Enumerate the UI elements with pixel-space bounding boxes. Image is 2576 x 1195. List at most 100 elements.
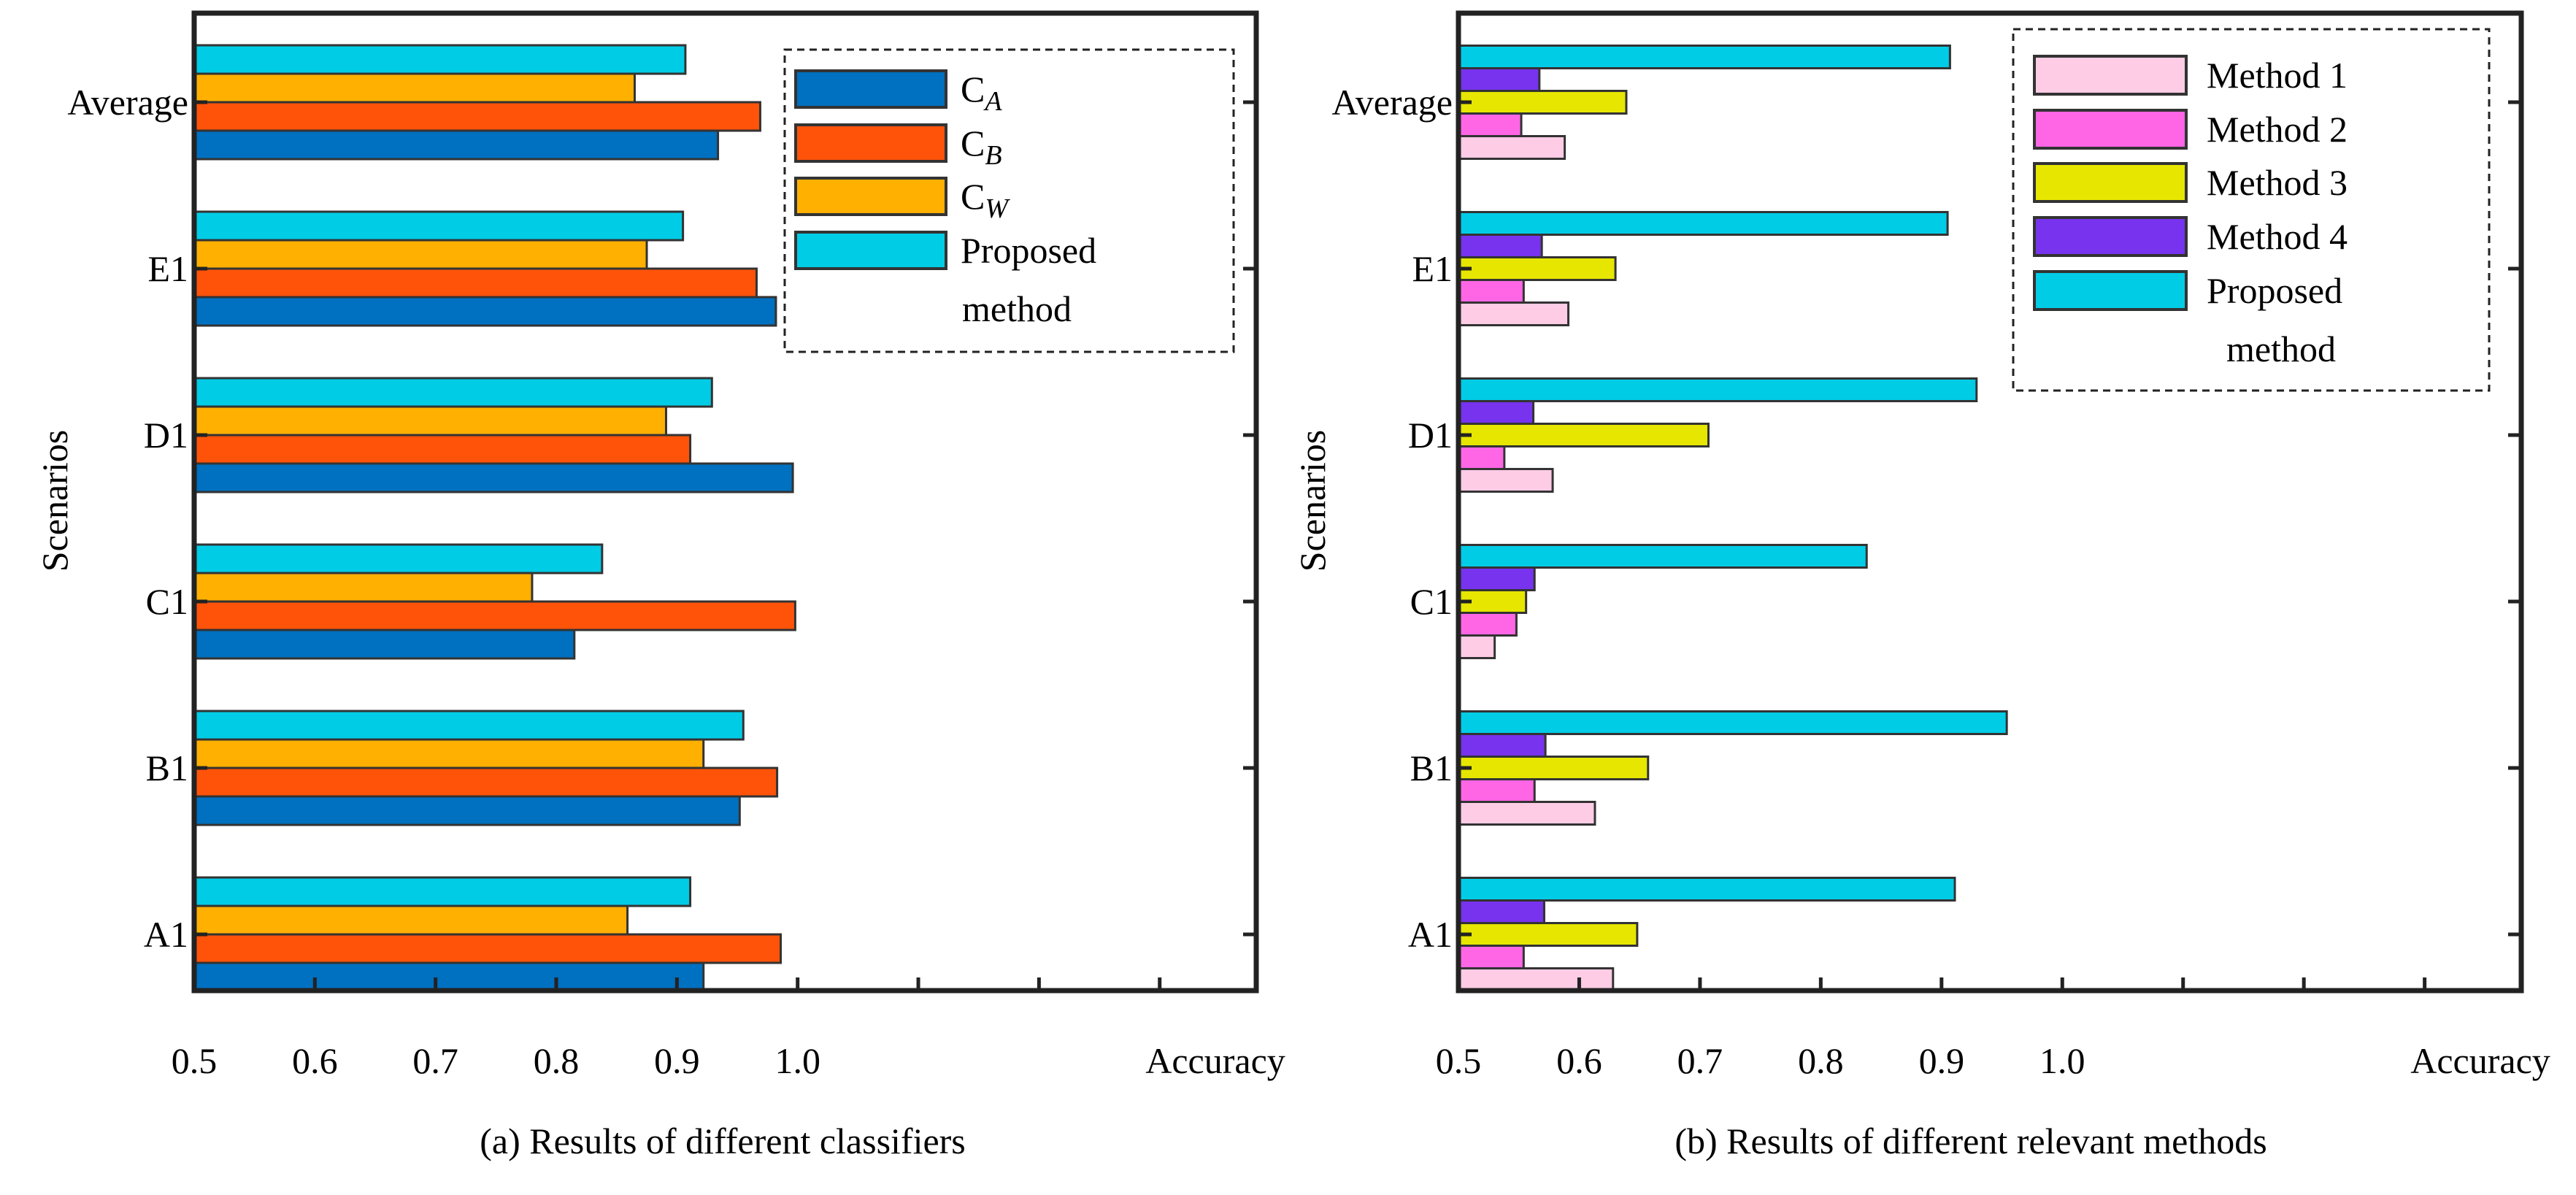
bar-b1-series-0 [193, 795, 741, 826]
x-tick-label: 0.5 [1436, 1040, 1482, 1081]
legend-swatch [2033, 216, 2188, 257]
bar-d1-series-4 [1457, 377, 1978, 402]
x-tick-label: 0.6 [1556, 1040, 1602, 1081]
chart-b: Average E1 D1 C1 B1 A1 0.5 0.6 0.7 0.8 0.9 1.0 Accur… [1292, 10, 2550, 1161]
chart-a: Average E1 D1 C1 B1 A1 0.5 0.6 0.7 0.8 0.9 1.0 Accur… [34, 10, 1285, 1161]
x-axis-label: Accuracy [1145, 1040, 1285, 1081]
legend-label: Method 3 [2207, 162, 2348, 203]
y-tick-label: D1 [1408, 415, 1453, 456]
x-tick-label: 1.0 [2039, 1040, 2085, 1081]
y-tick-label: E1 [147, 248, 188, 289]
y-axis-label: Scenarios [34, 430, 75, 572]
bar-d1-series-3 [193, 377, 713, 408]
chart-caption: (a) Results of different classifiers [480, 1121, 966, 1161]
legend-label: Method 4 [2207, 216, 2348, 257]
bar-a1-series-4 [1457, 877, 1956, 902]
plot-frame [1456, 10, 2524, 994]
y-tick-label: B1 [1410, 748, 1453, 788]
legend-swatch [2033, 270, 2188, 311]
bar-b1-series-4 [1457, 710, 2008, 735]
x-tick-label: 0.8 [1798, 1040, 1844, 1081]
bar-b1-series-2 [193, 738, 705, 769]
legend-swatch [794, 231, 947, 270]
bar-d1-series-0 [1457, 468, 1554, 493]
legend-label: Method 2 [2207, 109, 2348, 150]
bar-average-series-2 [193, 72, 636, 104]
legend-label-subscript: W [985, 193, 1010, 224]
bar-c1-series-0 [1457, 634, 1496, 659]
bar-c1-series-1 [1457, 612, 1518, 637]
bar-a1-series-2 [1457, 922, 1639, 947]
legend-label: Method 1 [2207, 55, 2348, 96]
legend-swatch [2033, 162, 2188, 203]
legend: Method 1 Method 2 Method 3 Method 4 Proposed… [2012, 28, 2491, 392]
y-tick-label: A1 [144, 914, 188, 955]
legend-label-line2: method [2226, 328, 2336, 369]
y-tick-label: C1 [1410, 581, 1453, 622]
bar-b1-series-3 [193, 710, 745, 741]
bar-c1-series-1 [193, 600, 796, 631]
legend-swatch [794, 69, 947, 109]
bar-d1-series-3 [1457, 400, 1535, 425]
bar-b1-series-1 [193, 766, 779, 798]
legend-label-text: C [961, 123, 985, 164]
y-axis-label: Scenarios [1292, 430, 1333, 572]
y-tick-label: C1 [146, 581, 188, 622]
bar-a1-series-3 [1457, 899, 1545, 924]
bar-average-series-2 [1457, 90, 1628, 115]
bar-d1-series-1 [193, 434, 692, 465]
bar-d1-series-2 [1457, 423, 1710, 447]
y-tick-label: Average [67, 82, 188, 123]
legend-label: CW [961, 176, 1010, 224]
legend-label: Proposed [2207, 270, 2342, 311]
bar-a1-series-2 [193, 904, 629, 936]
legend-label-text: Method 4 [2207, 216, 2348, 257]
bar-c1-series-3 [1457, 566, 1536, 591]
legend-swatch [2033, 109, 2188, 150]
legend-label: Proposed [961, 230, 1096, 271]
y-tick-label: A1 [1408, 914, 1453, 955]
y-tick-label: B1 [146, 748, 188, 788]
bar-e1-series-3 [1457, 234, 1543, 258]
legend-swatch [794, 177, 947, 216]
legend-label: CA [961, 69, 1002, 117]
bar-average-series-0 [193, 129, 720, 161]
x-tick-label: 0.7 [1677, 1040, 1723, 1081]
y-tick-label: Average [1331, 82, 1453, 123]
legend-label-subscript: A [983, 86, 1002, 117]
legend-label-text: Proposed [2207, 270, 2342, 311]
bar-e1-series-4 [1457, 211, 1949, 236]
bar-d1-series-1 [1457, 445, 1506, 470]
bar-d1-series-0 [193, 462, 794, 493]
bar-c1-series-4 [1457, 544, 1868, 569]
bar-b1-series-0 [1457, 801, 1596, 826]
bar-e1-series-2 [193, 239, 648, 270]
x-tick-label: 0.7 [412, 1040, 458, 1081]
bar-e1-series-1 [193, 267, 758, 299]
bar-average-series-3 [193, 44, 687, 75]
legend-label-text: Method 3 [2207, 162, 2348, 203]
bar-a1-series-1 [1457, 945, 1525, 969]
bar-c1-series-3 [193, 543, 604, 575]
bar-c1-series-0 [193, 629, 576, 660]
bar-average-series-1 [193, 101, 761, 132]
x-tick-label: 0.8 [534, 1040, 580, 1081]
bar-e1-series-3 [193, 210, 685, 242]
x-tick-label: 1.0 [774, 1040, 820, 1081]
bar-b1-series-3 [1457, 733, 1547, 758]
bar-a1-series-0 [1457, 967, 1615, 992]
legend-swatch [2033, 55, 2188, 96]
bar-e1-series-1 [1457, 279, 1525, 304]
bar-b1-series-1 [1457, 778, 1536, 803]
legend-swatch [794, 123, 947, 163]
bar-a1-series-3 [193, 876, 692, 907]
x-tick-label: 0.9 [1919, 1040, 1965, 1081]
plot-frame [191, 10, 1259, 994]
bar-average-series-0 [1457, 135, 1566, 160]
chart-caption: (b) Results of different relevant method… [1675, 1121, 2267, 1161]
bar-average-series-3 [1457, 67, 1541, 92]
bar-a1-series-0 [193, 961, 705, 993]
x-tick-label: 0.9 [654, 1040, 700, 1081]
legend-label-text: Proposed [961, 230, 1096, 271]
